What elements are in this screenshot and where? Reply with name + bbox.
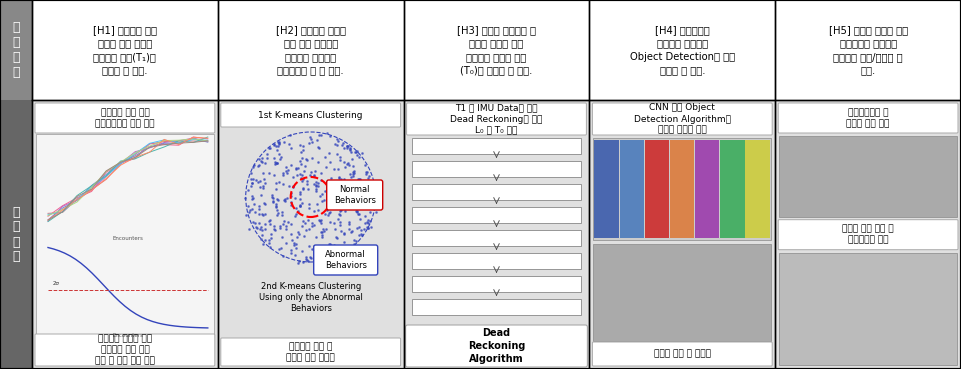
- Text: 연
구
내
용: 연 구 내 용: [12, 206, 20, 263]
- Bar: [411, 299, 581, 315]
- Bar: [32, 100, 218, 369]
- Text: CNN 기반 Object
Detection Algorithm을
활용한 위험원 추출: CNN 기반 Object Detection Algorithm을 활용한 위…: [634, 103, 730, 135]
- Text: 2σ: 2σ: [53, 281, 60, 286]
- Text: 1st K-means Clustering: 1st K-means Clustering: [259, 110, 363, 120]
- Text: Normal
Behaviors: Normal Behaviors: [333, 185, 376, 205]
- FancyBboxPatch shape: [35, 103, 215, 133]
- Bar: [411, 276, 581, 292]
- Bar: [411, 138, 581, 154]
- FancyBboxPatch shape: [35, 334, 215, 366]
- Bar: [779, 136, 957, 217]
- FancyBboxPatch shape: [592, 103, 773, 135]
- Bar: [593, 138, 771, 240]
- Bar: [593, 244, 771, 341]
- Text: [H5] 개발한 방법을 실제
건설현장에 적용하여
위험원을 식별/분류할 수
있다.: [H5] 개발한 방법을 실제 건설현장에 적용하여 위험원을 식별/분류할 수…: [828, 25, 907, 75]
- Text: Encounters: Encounters: [112, 235, 143, 241]
- Bar: [0, 0, 32, 100]
- Bar: [0, 100, 32, 369]
- Bar: [695, 140, 720, 238]
- Bar: [411, 161, 581, 177]
- FancyBboxPatch shape: [327, 180, 382, 210]
- Bar: [411, 184, 581, 200]
- Text: T1 및 IMU Data에 대한
Dead Reckoning을 통한
L₀ 및 T₀ 산정: T1 및 IMU Data에 대한 Dead Reckoning을 통한 L₀ …: [451, 103, 543, 135]
- Bar: [411, 207, 581, 223]
- Bar: [218, 0, 404, 100]
- Bar: [36, 134, 213, 337]
- FancyBboxPatch shape: [406, 325, 587, 367]
- Bar: [411, 253, 581, 269]
- Bar: [589, 0, 776, 100]
- Text: [H2] 웨어러블 센서를
통해 얻은 데이터를
기반으로 위험원을
클러스터링 할 수 있다.: [H2] 웨어러블 센서를 통해 얻은 데이터를 기반으로 위험원을 클러스터링…: [276, 25, 346, 75]
- Bar: [411, 230, 581, 246]
- Text: 위험원의 분류 및
라벨링 기초 데이터: 위험원의 분류 및 라벨링 기초 데이터: [286, 342, 335, 362]
- FancyBboxPatch shape: [313, 245, 378, 275]
- Text: 위험원 식별 성능 및
활용가능성 검증: 위험원 식별 성능 및 활용가능성 검증: [842, 225, 894, 245]
- Bar: [745, 140, 770, 238]
- Text: Dead
Reckoning
Algorithm: Dead Reckoning Algorithm: [468, 328, 526, 364]
- FancyBboxPatch shape: [778, 220, 958, 250]
- Bar: [595, 140, 619, 238]
- Text: [H4] 이미지에서
반복되는 위험원을
Object Detection을 통해
추출할 수 있다.: [H4] 이미지에서 반복되는 위험원을 Object Detection을 통…: [629, 25, 735, 75]
- Text: Abnormal
Behaviors: Abnormal Behaviors: [325, 250, 367, 270]
- Bar: [776, 0, 961, 100]
- Bar: [404, 0, 589, 100]
- FancyBboxPatch shape: [407, 103, 586, 135]
- Bar: [32, 0, 218, 100]
- Text: [H1] 작업자의 행동
분석을 통해 위험에
반응하는 시점(T₁)을
식별할 수 있다.: [H1] 작업자의 행동 분석을 통해 위험에 반응하는 시점(T₁)을 식별할…: [93, 25, 157, 75]
- Bar: [776, 100, 961, 369]
- Bar: [620, 140, 644, 238]
- FancyBboxPatch shape: [778, 103, 958, 133]
- FancyBboxPatch shape: [221, 338, 401, 366]
- Bar: [720, 140, 745, 238]
- Text: 2nd K-means Clustering
Using only the Abnormal
Behaviors: 2nd K-means Clustering Using only the Ab…: [259, 282, 362, 313]
- FancyBboxPatch shape: [592, 342, 773, 366]
- Bar: [404, 100, 589, 369]
- FancyBboxPatch shape: [221, 103, 401, 127]
- Text: 개인적인 특성에 따른
위험원에 대한 반응
여부 및 해당 시점 식별: 개인적인 특성에 따른 위험원에 대한 반응 여부 및 해당 시점 식별: [95, 334, 155, 366]
- Bar: [645, 140, 669, 238]
- Text: 웨어러블 센서 기반
위험원에서의 반응 측정: 웨어러블 센서 기반 위험원에서의 반응 측정: [95, 108, 155, 128]
- Bar: [779, 253, 957, 365]
- Text: 위험원 추출 및 라벨링: 위험원 추출 및 라벨링: [653, 349, 711, 359]
- Text: [H3] 작업자 행동분석 및
이미지 분석을 통해
위험원이 촬영된 시점
(T₀)을 식별할 수 있다.: [H3] 작업자 행동분석 및 이미지 분석을 통해 위험원이 촬영된 시점 (…: [457, 25, 536, 75]
- Bar: [589, 100, 776, 369]
- Bar: [218, 100, 404, 369]
- Text: 건설현장설의 및
테스트 베드 적용: 건설현장설의 및 테스트 베드 적용: [847, 108, 890, 128]
- Bar: [670, 140, 695, 238]
- Text: Encounters: Encounters: [112, 334, 143, 338]
- Text: 세
부
가
설: 세 부 가 설: [12, 21, 20, 79]
